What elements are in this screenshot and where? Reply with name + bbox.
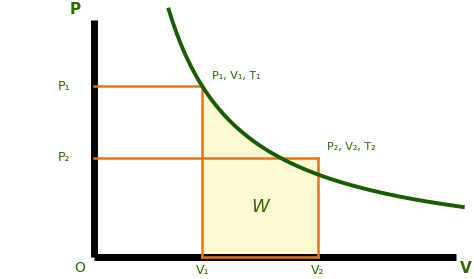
Text: P₂: P₂ bbox=[58, 151, 71, 164]
Polygon shape bbox=[202, 158, 318, 257]
Text: V₂: V₂ bbox=[311, 264, 325, 277]
Text: V: V bbox=[460, 261, 472, 276]
Text: O: O bbox=[74, 261, 85, 275]
Text: V₁: V₁ bbox=[196, 264, 209, 277]
Text: P: P bbox=[70, 2, 81, 17]
Polygon shape bbox=[202, 86, 318, 175]
Text: W: W bbox=[251, 198, 269, 216]
Text: P₂, V₂, T₂: P₂, V₂, T₂ bbox=[328, 142, 376, 152]
Text: P₁, V₁, T₁: P₁, V₁, T₁ bbox=[212, 71, 260, 81]
Text: P₁: P₁ bbox=[58, 80, 71, 93]
